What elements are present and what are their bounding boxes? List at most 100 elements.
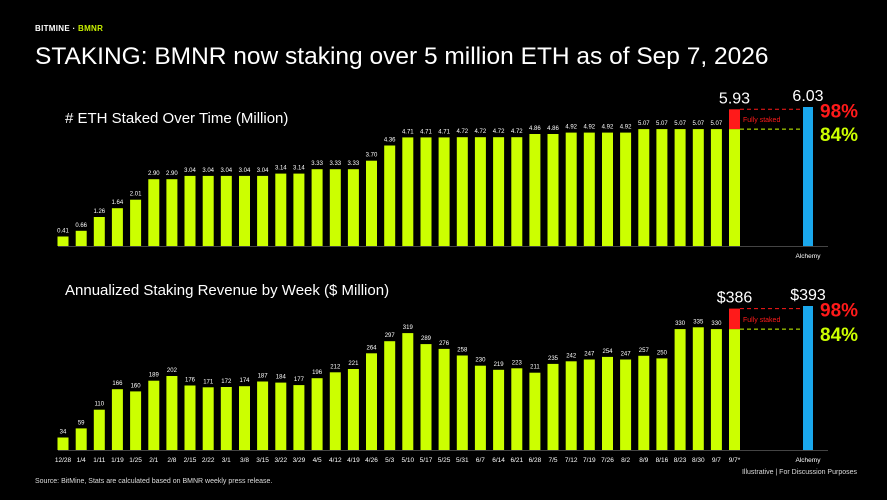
data-label: 1.64 [112, 200, 124, 206]
data-label: 330 [675, 321, 686, 327]
data-label: 4.72 [456, 129, 468, 135]
data-label: 189 [149, 373, 160, 379]
data-label: 1.26 [93, 209, 105, 215]
bar [57, 437, 69, 450]
bar [565, 361, 577, 450]
staking-revenue-chart: Annualized Staking Revenue by Week ($ Mi… [55, 282, 858, 464]
bar [293, 173, 305, 246]
x-tick-label: 8/30 [692, 457, 705, 464]
data-label: 3.33 [348, 161, 360, 167]
brand-separator: · [70, 24, 79, 33]
x-tick-label: 6/14 [492, 457, 505, 464]
bar [366, 160, 377, 246]
bar [93, 217, 105, 246]
x-tick-label: 5/10 [401, 457, 414, 464]
data-label: 330 [711, 321, 722, 327]
data-label: 4.36 [384, 138, 396, 144]
fully-staked-value: 5.93 [719, 90, 750, 107]
bar [547, 134, 559, 246]
bar [366, 353, 377, 450]
x-tick-label: 7/19 [583, 457, 596, 464]
alchemy-bar [803, 107, 813, 246]
x-tick-label: 3/8 [240, 457, 249, 464]
fully-staked-bar [729, 109, 740, 130]
x-tick-label: 5/25 [438, 457, 451, 464]
data-label: 3.04 [257, 168, 269, 174]
chart-title: # ETH Staked Over Time (Million) [65, 110, 288, 127]
brand-name: BITMINE [35, 24, 70, 33]
data-label: 3.04 [202, 168, 214, 174]
x-tick-label: 1/4 [77, 457, 86, 464]
data-label: 176 [185, 378, 196, 384]
bar [547, 363, 559, 450]
pct-98-label: 98% [820, 301, 858, 322]
bar [729, 129, 740, 246]
x-tick-label: 9/7 [712, 457, 721, 464]
bar [692, 327, 704, 450]
bar [493, 369, 505, 450]
data-label: 4.72 [493, 129, 505, 135]
eth-staked-chart: # ETH Staked Over Time (Million) 0.41 0.66… [57, 88, 858, 260]
x-tick-label: 3/1 [222, 457, 231, 464]
bar [620, 359, 632, 450]
bar [656, 129, 668, 246]
bar [239, 386, 250, 450]
bar [710, 329, 722, 450]
x-tick-label: 7/5 [548, 457, 557, 464]
bar [166, 376, 178, 450]
x-tick-label: 2/22 [202, 457, 215, 464]
x-tick-label: 7/26 [601, 457, 614, 464]
bar [474, 137, 486, 246]
bar [493, 137, 505, 246]
bar [202, 175, 214, 246]
data-label: 247 [584, 352, 595, 358]
bar [602, 132, 613, 246]
data-label: 264 [366, 345, 377, 351]
bar [438, 137, 450, 246]
bar [674, 329, 686, 450]
data-label: 187 [258, 374, 269, 380]
data-label: 2.01 [130, 192, 142, 198]
x-tick-label: 6/28 [529, 457, 542, 464]
x-tick-label: 1/19 [111, 457, 124, 464]
data-label: 5.07 [638, 121, 650, 127]
data-label: 34 [60, 430, 67, 436]
data-label: 235 [548, 356, 559, 362]
bar [456, 137, 468, 246]
bar [257, 175, 269, 246]
bar [93, 409, 105, 450]
data-label: 110 [95, 402, 105, 408]
data-label: 196 [312, 370, 323, 376]
data-label: 3.04 [184, 168, 196, 174]
bar [420, 344, 432, 450]
pct-84-label: 84% [820, 325, 858, 346]
bar [583, 359, 595, 450]
bar [529, 372, 541, 450]
data-label: 211 [530, 365, 540, 371]
bar [275, 382, 287, 450]
data-label: 4.92 [602, 125, 614, 131]
bar [638, 355, 650, 450]
pct-98-label: 98% [820, 101, 858, 122]
fully-staked-value: $386 [717, 290, 753, 307]
data-label: 184 [276, 375, 287, 381]
alchemy-value: 6.03 [792, 88, 823, 105]
x-tick-label: 3/15 [256, 457, 269, 464]
data-label: 5.07 [656, 121, 668, 127]
bar [202, 387, 214, 450]
data-label: 160 [131, 383, 142, 389]
alchemy-label: Alchemy [796, 253, 822, 260]
bar [620, 132, 632, 246]
brand-ticker: BMNR [78, 24, 104, 33]
x-tick-label: 9/7* [729, 457, 741, 464]
data-label: 223 [512, 360, 523, 366]
x-tick-label: 8/9 [639, 457, 648, 464]
data-label: 247 [621, 352, 632, 358]
bar [184, 175, 196, 246]
bar [293, 385, 305, 450]
data-label: 242 [566, 353, 577, 359]
bar [692, 129, 704, 246]
bar [111, 389, 123, 450]
data-label: 5.07 [674, 121, 686, 127]
data-label: 0.41 [57, 229, 69, 235]
